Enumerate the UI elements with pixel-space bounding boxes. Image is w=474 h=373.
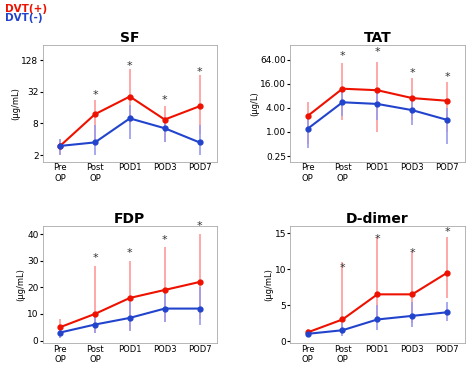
- Y-axis label: (μg/L): (μg/L): [250, 91, 259, 116]
- Text: *: *: [197, 68, 202, 78]
- Text: DVT(-): DVT(-): [5, 13, 42, 23]
- Text: *: *: [444, 227, 450, 237]
- Text: *: *: [92, 253, 98, 263]
- Text: *: *: [162, 95, 167, 105]
- Title: D-dimer: D-dimer: [346, 212, 409, 226]
- Text: *: *: [127, 61, 133, 71]
- Text: *: *: [410, 68, 415, 78]
- Text: *: *: [340, 263, 345, 273]
- Y-axis label: (μg/mL): (μg/mL): [11, 87, 20, 120]
- Text: *: *: [162, 235, 167, 245]
- Text: *: *: [410, 248, 415, 258]
- Text: *: *: [374, 234, 380, 244]
- Text: *: *: [444, 72, 450, 82]
- Text: DVT(+): DVT(+): [5, 4, 47, 14]
- Text: *: *: [92, 90, 98, 100]
- Title: TAT: TAT: [364, 31, 391, 45]
- Title: FDP: FDP: [114, 212, 146, 226]
- Y-axis label: (μg/mL): (μg/mL): [17, 268, 26, 301]
- Text: *: *: [197, 222, 202, 232]
- Y-axis label: (μg/mL): (μg/mL): [264, 268, 273, 301]
- Text: *: *: [340, 51, 345, 61]
- Text: *: *: [127, 248, 133, 258]
- Text: *: *: [374, 47, 380, 57]
- Title: SF: SF: [120, 31, 139, 45]
